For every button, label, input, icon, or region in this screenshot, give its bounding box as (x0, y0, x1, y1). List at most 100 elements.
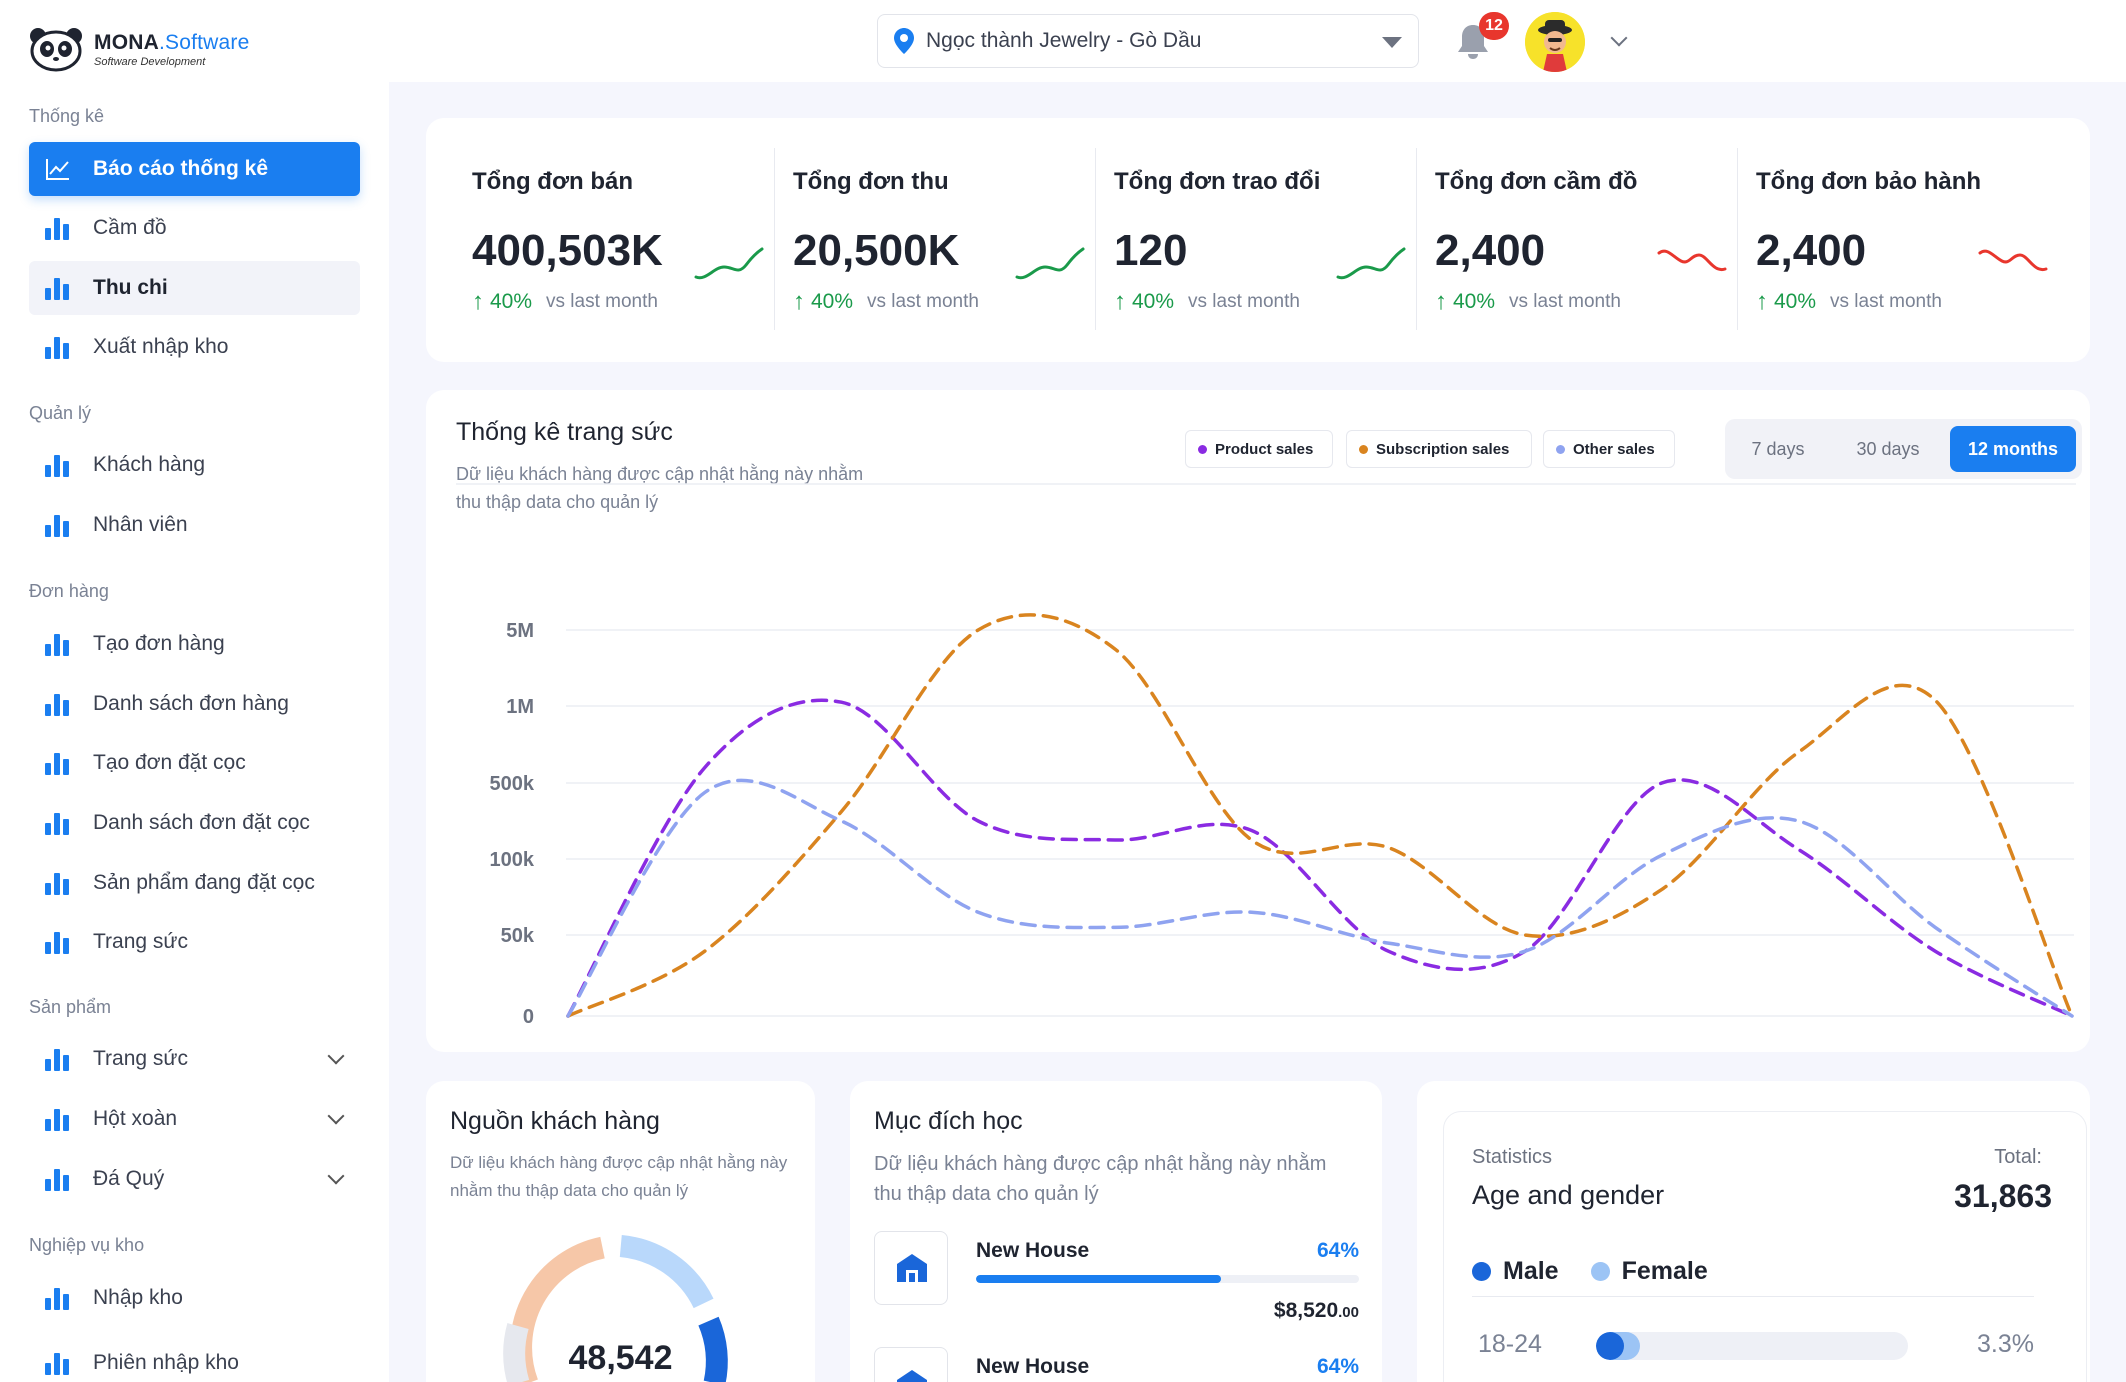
chevron-down-icon[interactable] (327, 1107, 345, 1125)
stat-change: ↑ 40% vs last month (793, 288, 979, 316)
divider (1737, 148, 1738, 330)
brand-name: MONA.Software (94, 30, 250, 54)
stat-comparison: vs last month (1830, 291, 1942, 312)
bar-chart-icon (45, 1047, 71, 1071)
sidebar-item-khach-hang[interactable]: Khách hàng (29, 438, 360, 492)
purpose-progress-track (976, 1275, 1359, 1283)
purpose-progress-fill (976, 1275, 1222, 1283)
range-30-days[interactable]: 30 days (1856, 438, 1920, 459)
stat-title: Tổng đơn trao đổi (1114, 168, 1321, 195)
purpose-row[interactable]: New House 64% $8,520.00 (874, 1231, 1359, 1322)
sidebar-item-trang-suc[interactable]: Trang sức (29, 1032, 360, 1086)
sidebar-item-label: Nhân viên (93, 513, 188, 536)
stat-title: Tổng đơn thu (793, 168, 949, 195)
purpose-percent: 64% (1316, 1355, 1359, 1378)
sidebar-item-nhan-vien[interactable]: Nhân viên (29, 498, 360, 552)
logo[interactable]: MONA.Software Software Development (28, 26, 249, 72)
chevron-down-icon[interactable] (327, 1167, 345, 1185)
bar-chart-icon (45, 871, 71, 895)
house-icon (874, 1231, 948, 1305)
sidebar-item-xuat-nhap-kho[interactable]: Xuất nhập kho (29, 320, 360, 374)
sidebar-item-tao-don-dat-coc[interactable]: Tạo đơn đặt cọc (29, 736, 360, 790)
user-avatar-icon (1525, 12, 1585, 72)
sidebar-item-label: Hột xoàn (93, 1107, 178, 1130)
statistics-label: Statistics (1472, 1146, 1553, 1168)
avatar[interactable] (1525, 12, 1585, 72)
divider (1095, 148, 1096, 330)
trend-up-sparkline (694, 247, 764, 280)
arrow-up-icon: ↑ (1756, 288, 1768, 315)
sidebar-item-phien-nhap-kho[interactable]: Phiên nhập kho (29, 1336, 360, 1382)
legend-female[interactable]: Female (1590, 1257, 1708, 1286)
sidebar-item-nhap-kho[interactable]: Nhập kho (29, 1271, 360, 1325)
chevron-down-icon[interactable] (1610, 29, 1628, 47)
purpose-name: New House (976, 1239, 1090, 1262)
bar-chart-icon (45, 930, 71, 954)
legend-male[interactable]: Male (1472, 1257, 1559, 1286)
range-7-days[interactable]: 7 days (1751, 438, 1805, 459)
sidebar-item-bao-cao-thong-ke[interactable]: Báo cáo thống kê (29, 142, 360, 196)
trend-up-sparkline (1015, 247, 1085, 280)
location-selector[interactable]: Ngọc thành Jewelry - Gò Dầu (877, 14, 1419, 68)
customer-source-donut (503, 1235, 728, 1382)
caret-down-icon (1382, 37, 1402, 48)
sidebar-item-thu-chi[interactable]: Thu chi (29, 261, 360, 315)
series-line-subscription-sales (566, 613, 2074, 1018)
section-title-san-pham: Sản phẩm (29, 997, 112, 1017)
sidebar-item-danh-sach-don-hang[interactable]: Danh sách đơn hàng (29, 677, 360, 731)
legend-other-sales[interactable]: Other sales (1543, 430, 1675, 468)
legend-product-sales[interactable]: Product sales (1185, 430, 1333, 468)
legend-dot-icon (1198, 444, 1207, 454)
age-gender-card: Statistics Age and gender Total: 31,863 … (1417, 1081, 2090, 1382)
bar-chart-icon (45, 811, 71, 835)
sidebar-item-label: Tạo đơn đặt cọc (93, 751, 246, 774)
legend-label: Other sales (1573, 440, 1655, 458)
stat-value: 2,400 (1756, 226, 1867, 275)
stat-comparison: vs last month (1188, 291, 1300, 312)
stat-comparison: vs last month (867, 291, 979, 312)
panda-logo-icon (30, 28, 82, 72)
arrow-up-icon: ↑ (793, 288, 805, 315)
sidebar-item-label: Báo cáo thống kê (93, 157, 269, 180)
legend-label: Female (1621, 1257, 1708, 1285)
sidebar-item-tao-don-hang[interactable]: Tạo đơn hàng (29, 617, 360, 671)
purpose-name: New House (976, 1355, 1090, 1378)
purpose-row[interactable]: New House 64% (874, 1347, 1359, 1382)
donut-segment-gray (503, 1323, 530, 1382)
stat-change-value: 40% (490, 290, 533, 313)
range-12-months[interactable]: 12 months (1950, 426, 2076, 472)
stat-change-value: 40% (1453, 290, 1496, 313)
sidebar-item-hot-xoan[interactable]: Hột xoàn (29, 1092, 360, 1146)
sidebar-item-danh-sach-don-dat-coc[interactable]: Danh sách đơn đặt cọc (29, 796, 360, 850)
arrow-up-icon: ↑ (1114, 288, 1126, 315)
sidebar-item-trang-suc[interactable]: Trang sức (29, 915, 360, 969)
sidebar-item-cam-do[interactable]: Cầm đồ (29, 201, 360, 255)
bar-chart-icon (45, 1167, 71, 1191)
purpose-subtitle: Dữ liệu khách hàng được cập nhật hằng nà… (874, 1153, 1327, 1205)
male-bar (1596, 1332, 1625, 1360)
bar-chart-icon (45, 276, 71, 300)
legend-subscription-sales[interactable]: Subscription sales (1346, 430, 1532, 468)
donut-segment-light-blue (619, 1235, 714, 1309)
sidebar-item-label: Khách hàng (93, 453, 206, 476)
customer-source-title: Nguồn khách hàng (450, 1107, 660, 1135)
stat-tong-don-thu: Tổng đơn thu 20,500K ↑ 40% vs last month (775, 148, 1096, 330)
legend-dot-icon (1359, 444, 1368, 454)
chevron-down-icon[interactable] (327, 1047, 345, 1065)
legend-label: Subscription sales (1376, 440, 1510, 458)
age-gender-panel: Statistics Age and gender Total: 31,863 … (1443, 1111, 2087, 1382)
stat-tong-don-trao-doi: Tổng đơn trao đổi 120 ↑ 40% vs last month (1096, 148, 1417, 330)
sidebar-item-san-pham-dang-dat-coc[interactable]: Sản phẩm đang đặt cọc (29, 856, 360, 910)
sidebar-item-label: Sản phẩm đang đặt cọc (93, 871, 315, 894)
notification-badge: 12 (1479, 12, 1509, 40)
sidebar-item-da-quy[interactable]: Đá Quý (29, 1152, 360, 1206)
trend-down-sparkline (1978, 249, 2048, 272)
stat-comparison: vs last month (546, 291, 658, 312)
stat-value: 20,500K (793, 226, 960, 275)
donut-segment-blue (698, 1316, 728, 1382)
trend-down-sparkline (1657, 249, 1727, 272)
divider (774, 148, 775, 330)
purpose-card: Mục đích học Dữ liệu khách hàng được cập… (850, 1081, 1382, 1382)
sidebar-item-label: Đá Quý (93, 1167, 165, 1190)
section-title-nghiep-vu-kho: Nghiệp vụ kho (29, 1235, 145, 1255)
